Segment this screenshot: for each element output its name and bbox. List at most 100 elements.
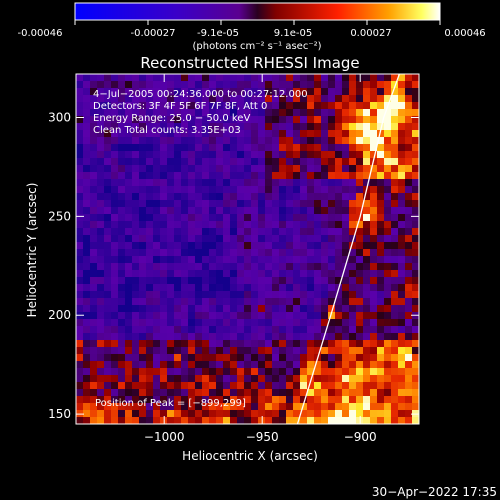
heatmap-cell bbox=[174, 109, 182, 117]
heatmap-cell bbox=[307, 291, 315, 299]
heatmap-cell bbox=[111, 305, 119, 313]
heatmap-cell bbox=[223, 158, 231, 166]
heatmap-cell bbox=[349, 172, 357, 180]
heatmap-cell bbox=[265, 312, 273, 320]
heatmap-cell bbox=[244, 116, 252, 124]
heatmap-cell bbox=[97, 305, 105, 313]
heatmap-cell bbox=[314, 193, 322, 201]
plot-frame bbox=[75, 73, 420, 425]
heatmap-cell bbox=[181, 354, 189, 362]
heatmap-cell bbox=[90, 242, 98, 250]
heatmap-cell bbox=[272, 165, 280, 173]
heatmap-cell bbox=[209, 417, 217, 424]
heatmap-cell bbox=[195, 305, 203, 313]
heatmap-cell bbox=[398, 263, 406, 271]
heatmap-cell bbox=[412, 263, 419, 271]
heatmap-cell bbox=[195, 291, 203, 299]
heatmap-cell bbox=[272, 305, 280, 313]
heatmap-cell bbox=[321, 382, 329, 390]
heatmap-cell bbox=[153, 256, 161, 264]
heatmap-cell bbox=[90, 417, 98, 424]
heatmap-cell bbox=[237, 382, 245, 390]
heatmap-cell bbox=[139, 277, 147, 285]
heatmap-cell bbox=[377, 368, 385, 376]
heatmap-cell bbox=[384, 263, 392, 271]
heatmap-cell bbox=[349, 242, 357, 250]
heatmap-cell bbox=[314, 249, 322, 257]
heatmap-cell bbox=[321, 123, 329, 131]
heatmap-cell bbox=[363, 410, 371, 418]
heatmap-cell bbox=[251, 95, 259, 103]
heatmap-cell bbox=[125, 242, 133, 250]
heatmap-cell bbox=[76, 312, 84, 320]
heatmap-cell bbox=[202, 333, 210, 341]
heatmap-cell bbox=[279, 144, 287, 152]
heatmap-cell bbox=[405, 410, 413, 418]
heatmap-cell bbox=[139, 137, 147, 145]
heatmap-cell bbox=[76, 151, 84, 159]
heatmap-cell bbox=[300, 172, 308, 180]
heatmap-cell bbox=[223, 214, 231, 222]
heatmap-cell bbox=[265, 130, 273, 138]
heatmap-cell bbox=[405, 151, 413, 159]
heatmap-cell bbox=[195, 270, 203, 278]
heatmap-cell bbox=[230, 172, 238, 180]
heatmap-cell bbox=[272, 354, 280, 362]
heatmap-cell bbox=[314, 333, 322, 341]
heatmap-cell bbox=[90, 340, 98, 348]
heatmap-cell bbox=[328, 389, 336, 397]
heatmap-cell bbox=[307, 326, 315, 334]
heatmap-cell bbox=[258, 207, 266, 215]
heatmap-cell bbox=[258, 193, 266, 201]
heatmap-cell bbox=[125, 263, 133, 271]
heatmap-cell bbox=[118, 214, 126, 222]
heatmap-cell bbox=[188, 263, 196, 271]
heatmap-cell bbox=[321, 95, 329, 103]
heatmap-cell bbox=[209, 172, 217, 180]
heatmap-cell bbox=[405, 228, 413, 236]
heatmap-cell bbox=[216, 361, 224, 369]
heatmap-cell bbox=[90, 123, 98, 131]
heatmap-cell bbox=[244, 130, 252, 138]
heatmap-cell bbox=[272, 242, 280, 250]
heatmap-cell bbox=[279, 207, 287, 215]
heatmap-cell bbox=[321, 221, 329, 229]
heatmap-cell bbox=[160, 347, 168, 355]
heatmap-cell bbox=[181, 312, 189, 320]
heatmap-cell bbox=[209, 207, 217, 215]
heatmap-cell bbox=[335, 333, 343, 341]
heatmap-cell bbox=[370, 389, 378, 397]
heatmap-cell bbox=[265, 95, 273, 103]
heatmap-cell bbox=[230, 298, 238, 306]
heatmap-cell bbox=[377, 396, 385, 404]
heatmap-cell bbox=[97, 123, 105, 131]
heatmap-cell bbox=[279, 410, 287, 418]
heatmap-cell bbox=[244, 95, 252, 103]
heatmap-cell bbox=[167, 193, 175, 201]
heatmap-cell bbox=[195, 172, 203, 180]
heatmap-cell bbox=[132, 368, 140, 376]
heatmap-cell bbox=[258, 389, 266, 397]
heatmap-cell bbox=[202, 137, 210, 145]
heatmap-cell bbox=[328, 305, 336, 313]
heatmap-cell bbox=[111, 88, 119, 96]
heatmap-cell bbox=[160, 340, 168, 348]
heatmap-cell bbox=[412, 123, 419, 131]
heatmap-cell bbox=[258, 130, 266, 138]
heatmap-cell bbox=[83, 417, 91, 424]
heatmap-cell bbox=[314, 368, 322, 376]
heatmap-cell bbox=[230, 382, 238, 390]
heatmap-cell bbox=[83, 368, 91, 376]
heatmap-cell bbox=[265, 340, 273, 348]
heatmap-cell bbox=[384, 354, 392, 362]
heatmap-cell bbox=[90, 319, 98, 327]
heatmap-cell bbox=[111, 214, 119, 222]
heatmap-cell bbox=[167, 368, 175, 376]
heatmap-cell bbox=[174, 88, 182, 96]
heatmap-cell bbox=[111, 382, 119, 390]
heatmap-cell bbox=[265, 207, 273, 215]
heatmap-cell bbox=[118, 249, 126, 257]
heatmap-cell bbox=[377, 270, 385, 278]
heatmap-cell bbox=[132, 151, 140, 159]
heatmap-cell bbox=[230, 368, 238, 376]
